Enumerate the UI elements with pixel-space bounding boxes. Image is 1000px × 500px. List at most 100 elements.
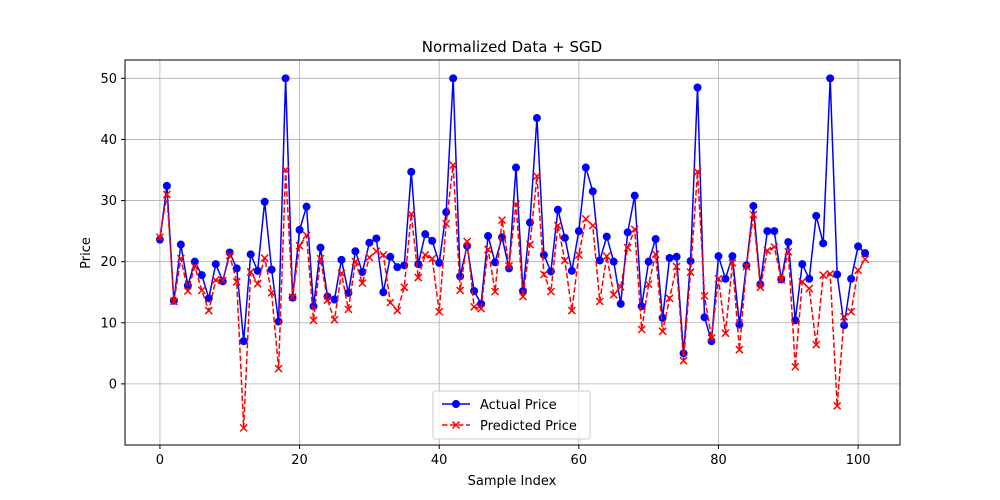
data-point-predicted-price xyxy=(826,269,835,278)
data-point-predicted-price xyxy=(623,243,632,252)
y-tick-label: 50 xyxy=(100,72,117,87)
data-point-predicted-price xyxy=(295,241,304,250)
data-point-predicted-price xyxy=(400,283,409,292)
data-point-predicted-price xyxy=(812,340,821,349)
data-point-predicted-price xyxy=(218,276,227,285)
data-point-actual-price xyxy=(393,263,402,272)
data-point-actual-price xyxy=(805,274,814,283)
data-point-predicted-price xyxy=(861,255,870,264)
data-point-predicted-price xyxy=(651,250,660,259)
x-tick-label: 80 xyxy=(710,453,727,468)
data-point-actual-price xyxy=(365,238,374,247)
y-tick-label: 0 xyxy=(109,377,117,392)
data-point-predicted-price xyxy=(581,214,590,223)
legend-label-actual: Actual Price xyxy=(480,398,557,413)
y-axis-label: Price xyxy=(79,237,94,269)
data-point-actual-price xyxy=(763,227,772,236)
data-point-predicted-price xyxy=(449,161,458,170)
data-point-predicted-price xyxy=(763,246,772,255)
data-point-actual-price xyxy=(197,271,206,280)
data-point-predicted-price xyxy=(840,312,849,321)
x-tick-label: 60 xyxy=(571,453,588,468)
data-point-actual-price xyxy=(798,260,807,269)
data-point-actual-price xyxy=(239,337,248,346)
data-point-predicted-price xyxy=(232,277,241,286)
legend-marker-predicted xyxy=(451,420,461,430)
data-point-predicted-price xyxy=(672,262,681,271)
data-point-actual-price xyxy=(470,287,479,295)
data-point-actual-price xyxy=(407,167,416,176)
data-point-predicted-price xyxy=(155,233,164,242)
data-point-predicted-price xyxy=(819,271,828,280)
data-point-predicted-price xyxy=(428,254,437,263)
data-point-predicted-price xyxy=(183,286,192,296)
data-point-actual-price xyxy=(532,114,541,123)
data-point-predicted-price xyxy=(288,293,297,302)
data-point-predicted-price xyxy=(253,279,262,288)
data-point-actual-price xyxy=(574,227,583,236)
data-point-predicted-price xyxy=(735,345,744,354)
data-point-predicted-price xyxy=(665,294,674,303)
legend-box xyxy=(432,390,591,440)
data-point-predicted-price xyxy=(798,277,807,286)
data-point-actual-price xyxy=(330,295,339,304)
data-point-predicted-price xyxy=(442,219,451,228)
ticks: 0 20 40 60 80 100 0 10 20 30 40 50 xyxy=(100,72,870,468)
data-point-predicted-price xyxy=(337,269,346,278)
data-point-predicted-price xyxy=(281,165,290,175)
data-point-actual-price xyxy=(246,250,255,259)
data-point-predicted-price xyxy=(609,290,618,299)
legend-label-predicted: Predicted Price xyxy=(480,419,577,434)
data-point-actual-price xyxy=(784,238,793,247)
data-point-predicted-price xyxy=(344,305,353,314)
data-point-actual-price xyxy=(854,242,863,251)
data-point-actual-price xyxy=(665,254,674,262)
y-tick-label: 10 xyxy=(100,316,117,331)
data-point-predicted-price xyxy=(539,270,548,279)
chart-title: Normalized Data + SGD xyxy=(422,38,602,56)
data-point-predicted-price xyxy=(169,297,178,306)
data-point-predicted-price xyxy=(756,283,765,292)
data-point-predicted-price xyxy=(323,296,332,305)
data-point-actual-price xyxy=(211,260,220,269)
legend: Actual Price Predicted Price xyxy=(432,390,591,440)
data-point-predicted-price xyxy=(162,190,171,199)
data-point-predicted-price xyxy=(225,251,234,260)
data-point-predicted-price xyxy=(421,250,430,259)
data-point-actual-price xyxy=(155,235,164,244)
data-point-actual-price xyxy=(651,235,660,244)
data-point-predicted-price xyxy=(260,253,269,263)
data-point-predicted-price xyxy=(491,287,500,296)
data-point-actual-price xyxy=(295,225,304,234)
data-point-predicted-price xyxy=(302,231,311,240)
data-point-predicted-price xyxy=(309,316,318,325)
data-point-predicted-price xyxy=(190,262,199,271)
data-point-actual-price xyxy=(609,257,618,266)
series-layer xyxy=(155,74,870,432)
data-point-predicted-price xyxy=(351,257,360,266)
data-point-predicted-price xyxy=(477,304,486,313)
data-point-actual-price xyxy=(232,264,241,273)
data-point-predicted-price xyxy=(511,200,521,209)
data-point-predicted-price xyxy=(532,172,541,181)
data-point-predicted-price xyxy=(204,306,213,315)
data-point-predicted-price xyxy=(693,167,702,176)
data-point-actual-price xyxy=(700,313,709,322)
data-point-actual-price xyxy=(567,266,576,275)
data-point-predicted-price xyxy=(470,302,479,311)
data-point-predicted-price xyxy=(595,297,604,306)
data-point-predicted-price xyxy=(728,258,737,267)
data-point-actual-price xyxy=(337,255,346,264)
y-tick-label: 20 xyxy=(100,255,117,270)
data-point-actual-price xyxy=(553,205,562,214)
data-point-actual-price xyxy=(351,247,360,256)
data-point-predicted-price xyxy=(749,210,758,219)
data-point-actual-price xyxy=(602,232,611,241)
x-tick-label: 20 xyxy=(291,453,308,468)
data-point-predicted-price xyxy=(553,221,562,230)
data-point-actual-price xyxy=(484,232,493,240)
data-point-actual-price xyxy=(539,250,548,259)
data-point-actual-price xyxy=(847,274,856,283)
data-point-predicted-price xyxy=(574,250,583,259)
data-point-predicted-price xyxy=(644,280,653,289)
